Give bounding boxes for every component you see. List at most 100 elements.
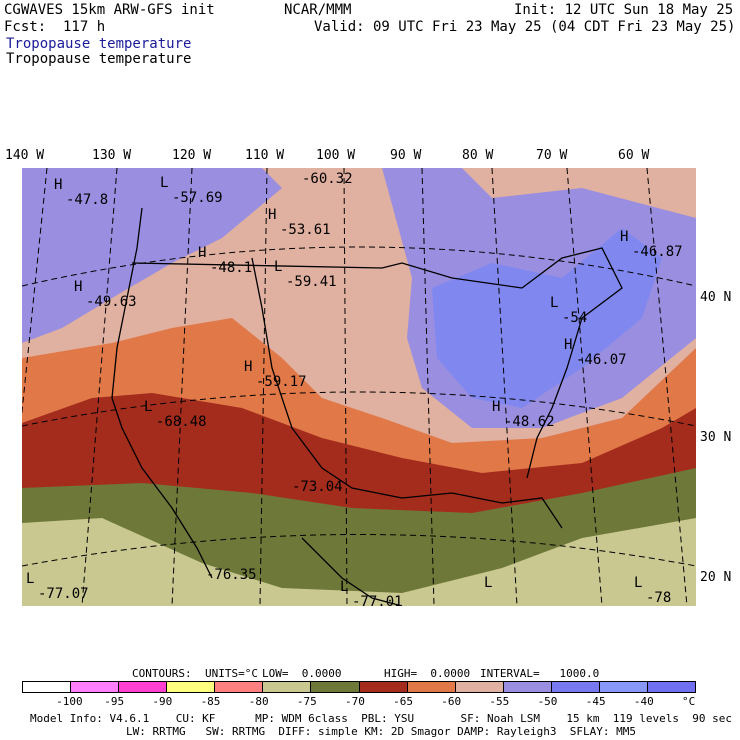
temperature-field — [22, 168, 696, 606]
legend-label: -55 — [489, 695, 510, 708]
legend-swatch — [215, 682, 264, 692]
latitude-label: 40 N — [700, 290, 732, 305]
marker-value: -48.62 — [504, 414, 555, 430]
marker-value: -46.87 — [632, 244, 683, 260]
init-time: Init: 12 UTC Sun 18 May 25 — [514, 2, 734, 18]
marker-letter: L — [634, 575, 643, 591]
legend-swatch — [455, 682, 504, 692]
high-marker: H -49.63 — [74, 280, 137, 310]
longitude-label: 130 W — [92, 148, 132, 163]
longitude-label: 140 W — [5, 148, 45, 163]
value-marker: -60.32 — [290, 172, 353, 187]
model-info-line-2: LW: RRTMG SW: RRTMG DIFF: simple KM: 2D … — [126, 725, 636, 738]
latlon-grid — [22, 168, 696, 606]
value-marker: -76.35 — [194, 568, 257, 583]
legend-label: -95 — [104, 695, 125, 708]
legend-swatch — [71, 682, 120, 692]
legend-swatch — [167, 682, 216, 692]
low-marker: L -77.01 — [340, 580, 403, 610]
high-marker: H -53.61 — [268, 208, 331, 238]
legend-swatch — [263, 682, 312, 692]
high-marker: H -46.87 — [620, 230, 683, 260]
marker-letter: L — [26, 571, 35, 587]
marker-letter: L — [274, 259, 283, 275]
high-marker: H -48.62 — [492, 400, 555, 430]
value-marker: -73.04 — [280, 480, 343, 495]
marker-letter: H — [244, 359, 253, 375]
marker-value: -46.07 — [576, 352, 627, 368]
longitude-label: 110 W — [245, 148, 285, 163]
legend-label: -65 — [393, 695, 414, 708]
marker-letter: H — [564, 337, 573, 353]
tropical-tan — [22, 518, 696, 606]
contours-high: HIGH= 0.0000 — [384, 667, 471, 680]
contours-label: CONTOURS: — [132, 667, 192, 680]
organization: NCAR/MMM — [284, 2, 352, 18]
legend-swatch — [648, 682, 696, 692]
high-marker: H -46.07 — [564, 338, 627, 368]
model-title: CGWAVES 15km ARW-GFS init — [4, 2, 215, 18]
legend-label: -100 — [56, 695, 83, 708]
weather-map: H -47.8 L -57.69 -60.32 H -53.61 H -48.1 L -59.41 H… — [22, 168, 696, 610]
longitude-label: 60 W — [618, 148, 650, 163]
marker-letter: L — [484, 575, 493, 591]
coastlines-and-borders — [111, 207, 623, 606]
high-marker: H -47.8 — [54, 178, 108, 208]
marker-value: -57.69 — [172, 190, 223, 206]
legend-swatch — [599, 682, 649, 692]
marker-letter: H — [74, 279, 83, 295]
legend-swatch — [23, 682, 72, 692]
legend-label: °C — [682, 695, 696, 708]
marker-letter: L — [340, 579, 349, 595]
legend-swatch — [551, 682, 600, 692]
longitude-label: 90 W — [390, 148, 422, 163]
low-marker: L -77.07 — [26, 572, 89, 602]
legend-label: -90 — [152, 695, 173, 708]
marker-letter: H — [54, 177, 63, 193]
cold-region-west — [22, 168, 282, 343]
marker-value: -49.63 — [86, 294, 137, 310]
legend-swatch — [119, 682, 168, 692]
low-marker: L -57.69 — [160, 176, 223, 206]
high-marker: H -48.1 — [198, 246, 252, 276]
marker-value: -68.48 — [156, 414, 207, 430]
marker-value: -54 — [562, 310, 588, 326]
marker-letter: L — [144, 399, 153, 415]
marker-value: -48.1 — [210, 260, 253, 276]
longitude-label: 80 W — [462, 148, 494, 163]
low-marker: L -78 — [634, 576, 671, 606]
marker-value: -60.32 — [302, 171, 353, 187]
coldest-region-northeast — [432, 228, 662, 408]
legend-label: -80 — [248, 695, 269, 708]
low-marker: L -54 — [550, 296, 587, 326]
latitude-label: 30 N — [700, 430, 732, 445]
marker-letter: H — [620, 229, 629, 245]
longitude-label: 70 W — [536, 148, 568, 163]
marker-value: -78 — [646, 590, 672, 606]
warm-band-red — [22, 393, 696, 518]
contours-interval: INTERVAL= 1000.0 — [480, 667, 600, 680]
longitude-label: 120 W — [172, 148, 212, 163]
marker-value: -73.04 — [292, 479, 343, 495]
valid-time: Valid: 09 UTC Fri 23 May 25 (04 CDT Fri … — [314, 19, 736, 35]
latitude-label: 20 N — [700, 570, 732, 585]
legend-label: -50 — [537, 695, 558, 708]
legend-label: -85 — [200, 695, 221, 708]
marker-letter: L — [550, 295, 559, 311]
marker-letter: H — [492, 399, 501, 415]
color-legend — [22, 681, 696, 693]
marker-value: -59.41 — [286, 274, 337, 290]
legend-swatch — [503, 682, 552, 692]
legend-swatch — [311, 682, 360, 692]
model-info-line-1: Model Info: V4.6.1 CU: KF MP: WDM 6class… — [30, 712, 732, 725]
low-marker: L — [484, 576, 492, 591]
marker-value: -47.8 — [66, 192, 109, 208]
high-marker: H -59.17 — [244, 360, 307, 390]
legend-label: -75 — [296, 695, 317, 708]
marker-value: -59.17 — [256, 374, 307, 390]
legend-label: -40 — [633, 695, 654, 708]
field-title: Tropopause temperature — [6, 36, 192, 52]
forecast-hour: Fcst: 117 h — [4, 19, 106, 35]
marker-value: -77.01 — [352, 594, 403, 610]
contours-units: UNITS=°C — [205, 667, 258, 680]
